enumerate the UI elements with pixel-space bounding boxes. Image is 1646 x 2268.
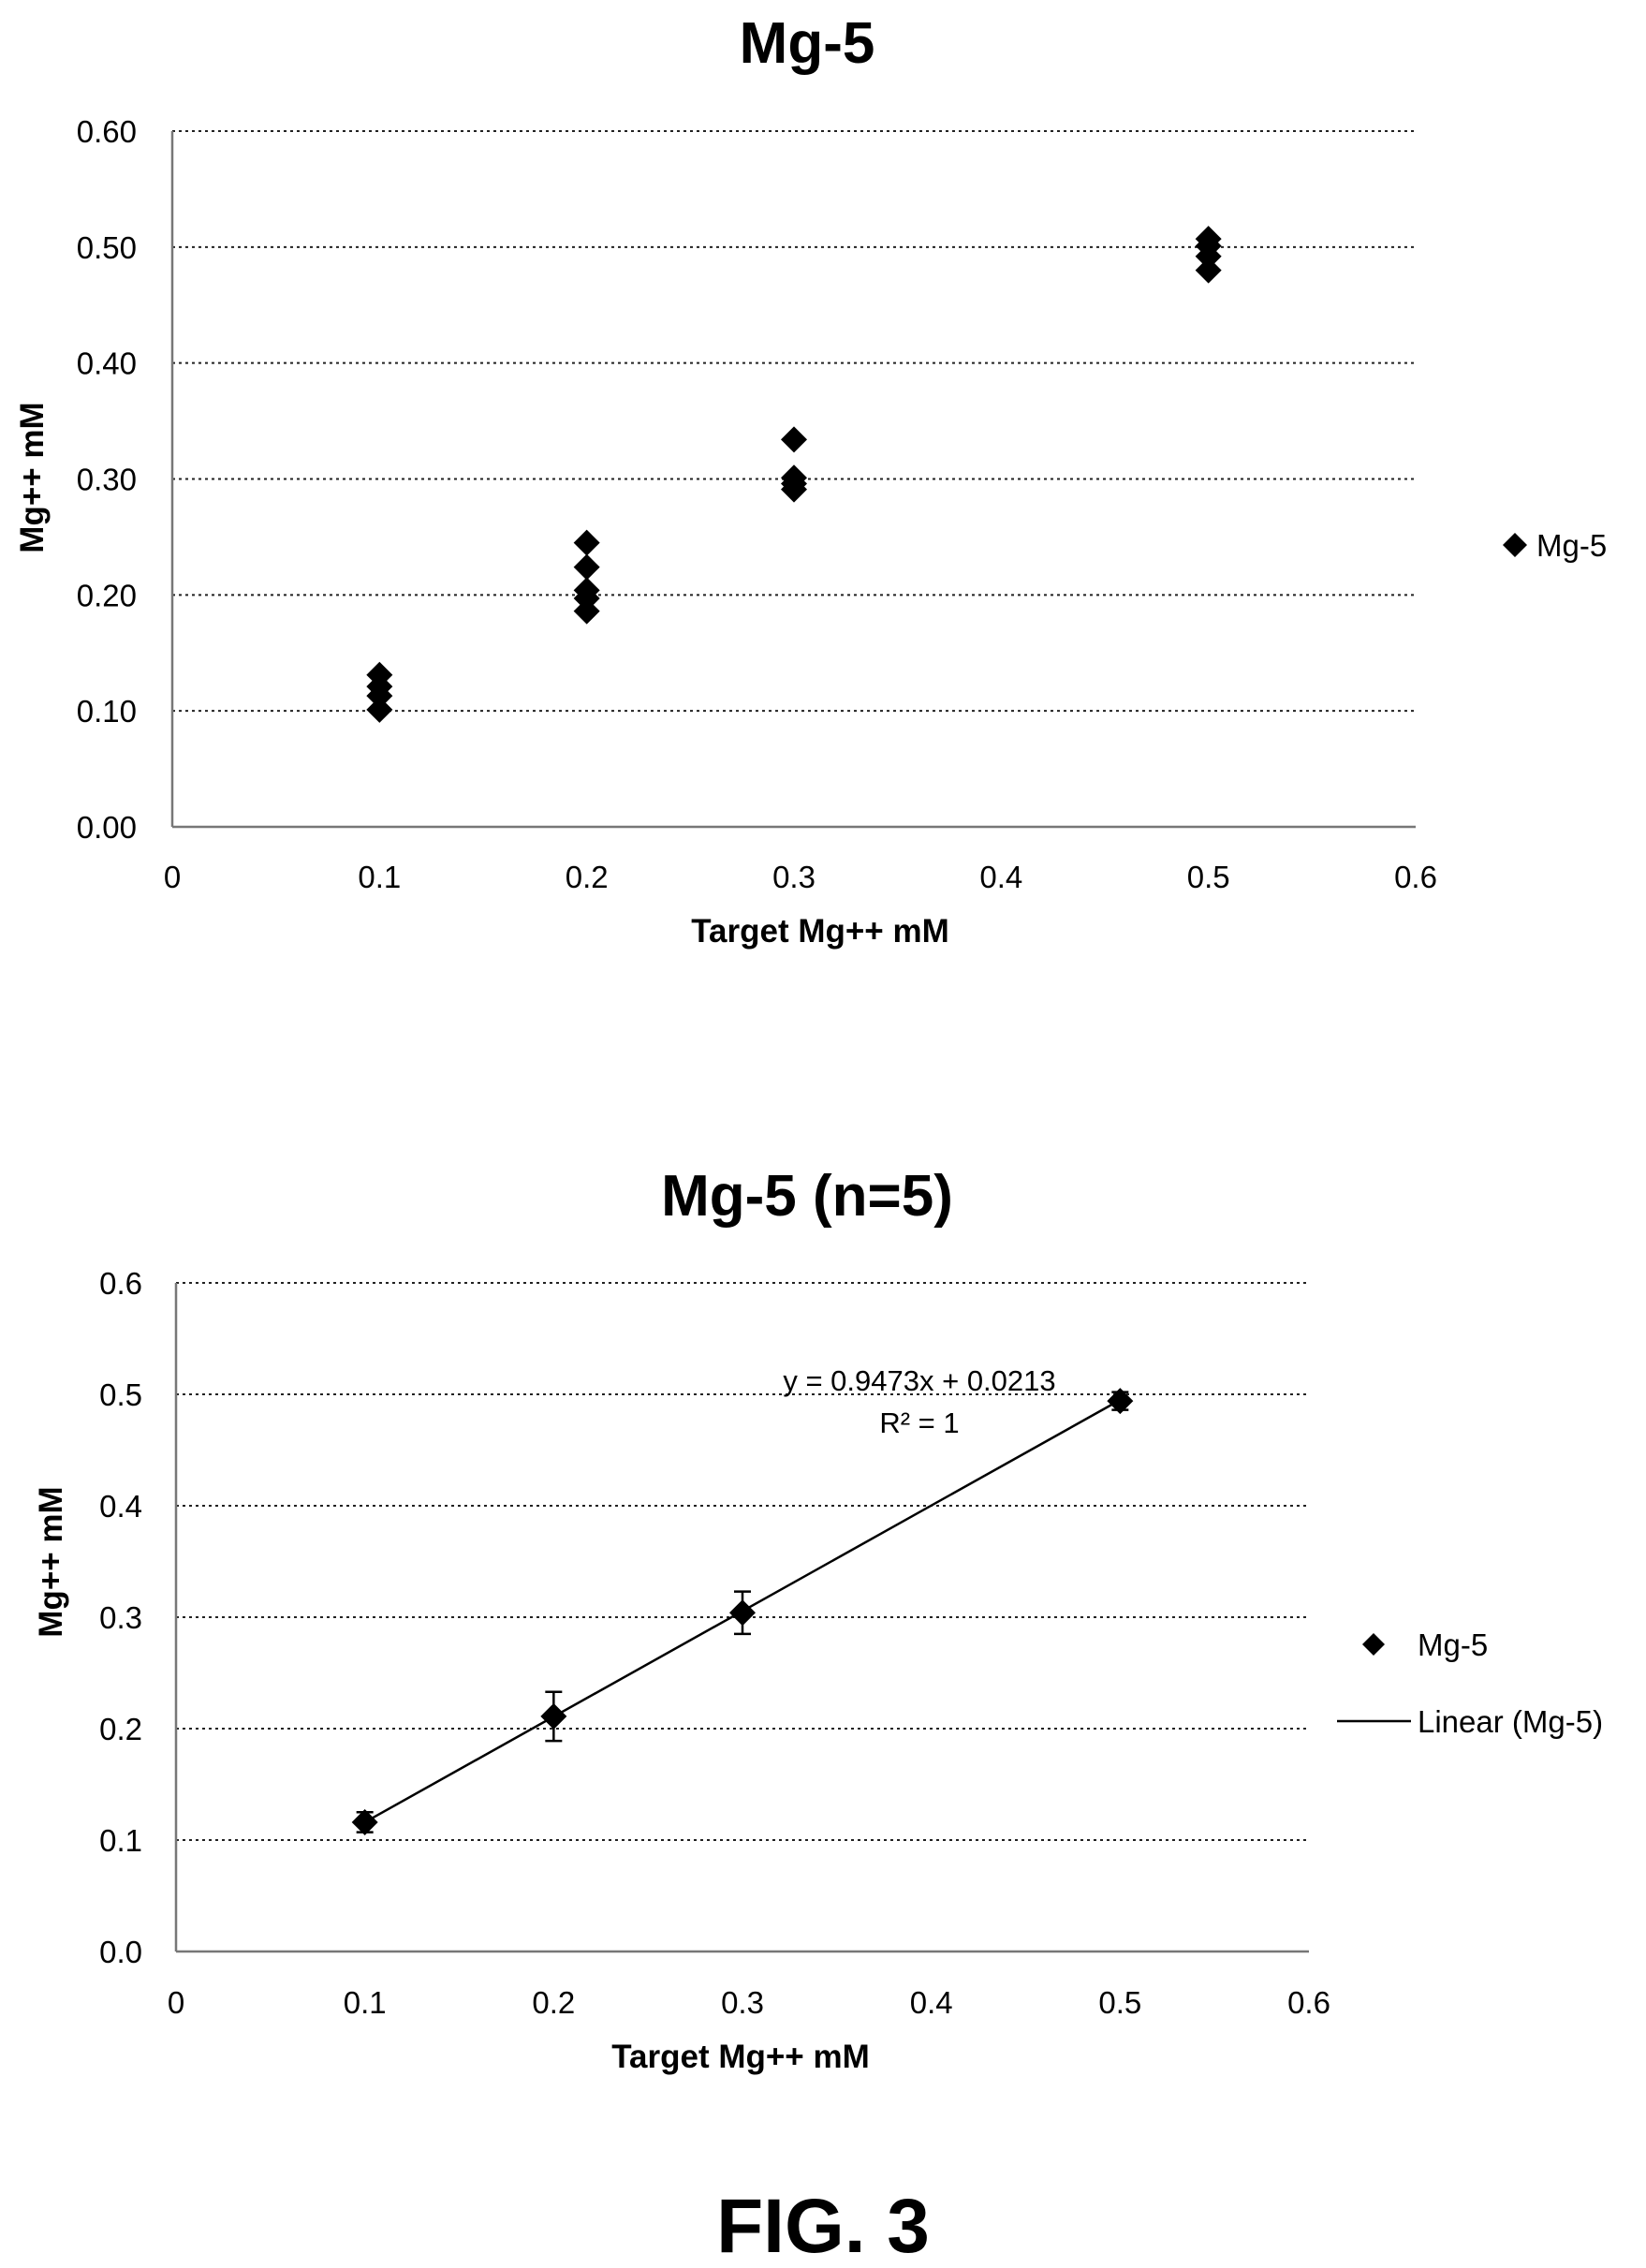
data-point — [540, 1702, 567, 1730]
chart-top-y-ticks: 0.00 0.10 0.20 0.30 0.40 0.50 0.60 — [77, 114, 137, 845]
chart-top: Mg-5 0.00 0.10 0.20 0.30 0.40 0.50 0.60 0 0.1 0.… — [14, 11, 1607, 950]
x-tick-label: 0.2 — [566, 860, 609, 894]
y-tick-label: 0.3 — [99, 1600, 142, 1635]
chart-bottom-y-axis-label: Mg++ mM — [33, 1486, 69, 1637]
data-point — [573, 529, 600, 556]
chart-bottom-legend: Mg-5 Linear (Mg-5) — [1337, 1627, 1603, 1739]
x-tick-label: 0 — [164, 860, 181, 894]
chart-top-points — [366, 226, 1222, 723]
data-point — [573, 597, 600, 625]
data-point — [781, 476, 807, 503]
data-point — [1107, 1388, 1134, 1415]
chart-top-axes — [170, 131, 1416, 829]
chart-top-legend: Mg-5 — [1503, 528, 1607, 563]
chart-bottom-x-axis-label: Target Mg++ mM — [611, 2039, 870, 2075]
x-tick-label: 0.5 — [1098, 1985, 1141, 2020]
data-point — [366, 683, 393, 710]
chart-top-y-axis-label: Mg++ mM — [14, 402, 51, 552]
chart-bottom-legend-trendline-label: Linear (Mg-5) — [1418, 1704, 1603, 1739]
y-tick-label: 0.10 — [77, 694, 137, 729]
data-point — [1195, 243, 1222, 270]
chart-top-x-ticks: 0 0.1 0.2 0.3 0.4 0.5 0.6 — [164, 860, 1437, 894]
data-point — [781, 426, 807, 453]
x-tick-label: 0.4 — [979, 860, 1022, 894]
y-tick-label: 0.0 — [99, 1935, 142, 1969]
data-point — [729, 1599, 756, 1627]
trendline-equation: y = 0.9473x + 0.0213 — [783, 1364, 1055, 1397]
x-tick-label: 0.1 — [358, 860, 401, 894]
y-tick-label: 0.30 — [77, 463, 137, 497]
x-tick-label: 0.3 — [721, 1985, 764, 2020]
chart-top-x-axis-label: Target Mg++ mM — [691, 913, 949, 950]
chart-bottom-gridlines — [176, 1282, 1309, 1841]
data-point — [573, 553, 600, 581]
y-tick-label: 0.60 — [77, 114, 137, 149]
x-tick-label: 0 — [168, 1985, 184, 2020]
y-tick-label: 0.50 — [77, 230, 137, 265]
data-point — [366, 696, 393, 723]
y-tick-label: 0.00 — [77, 810, 137, 845]
chart-bottom-legend-series-label: Mg-5 — [1418, 1627, 1488, 1662]
figure-caption: FIG. 3 — [716, 2184, 930, 2268]
x-tick-label: 0.6 — [1287, 1985, 1330, 2020]
x-tick-label: 0.1 — [344, 1985, 387, 2020]
chart-top-title: Mg-5 — [740, 11, 875, 76]
x-tick-label: 0.2 — [532, 1985, 575, 2020]
chart-bottom-title: Mg-5 (n=5) — [661, 1164, 953, 1229]
data-point — [1195, 257, 1222, 284]
y-tick-label: 0.40 — [77, 346, 137, 381]
chart-bottom-x-ticks: 0 0.1 0.2 0.3 0.4 0.5 0.6 — [168, 1985, 1330, 2020]
chart-bottom-legend-marker — [1362, 1633, 1385, 1656]
y-tick-label: 0.20 — [77, 578, 137, 612]
chart-top-legend-marker — [1503, 533, 1527, 557]
y-tick-label: 0.1 — [99, 1823, 142, 1858]
y-tick-label: 0.4 — [99, 1489, 142, 1524]
chart-top-legend-label: Mg-5 — [1536, 528, 1607, 563]
x-tick-label: 0.4 — [910, 1985, 953, 2020]
chart-top-gridlines — [172, 130, 1416, 713]
trendline-r-squared: R² = 1 — [879, 1406, 959, 1439]
x-tick-label: 0.6 — [1394, 860, 1437, 894]
chart-bottom: Mg-5 (n=5) 0.0 0.1 0.2 0.3 0.4 0.5 0.6 0 0.1 0.2… — [33, 1164, 1603, 2075]
x-tick-label: 0.3 — [772, 860, 816, 894]
x-tick-label: 0.5 — [1187, 860, 1230, 894]
y-tick-label: 0.6 — [99, 1266, 142, 1301]
y-tick-label: 0.5 — [99, 1377, 142, 1412]
y-tick-label: 0.2 — [99, 1712, 142, 1746]
chart-bottom-y-ticks: 0.0 0.1 0.2 0.3 0.4 0.5 0.6 — [99, 1266, 142, 1969]
data-point — [351, 1808, 378, 1835]
chart-bottom-axes — [174, 1283, 1309, 1953]
chart-bottom-points — [351, 1388, 1134, 1835]
